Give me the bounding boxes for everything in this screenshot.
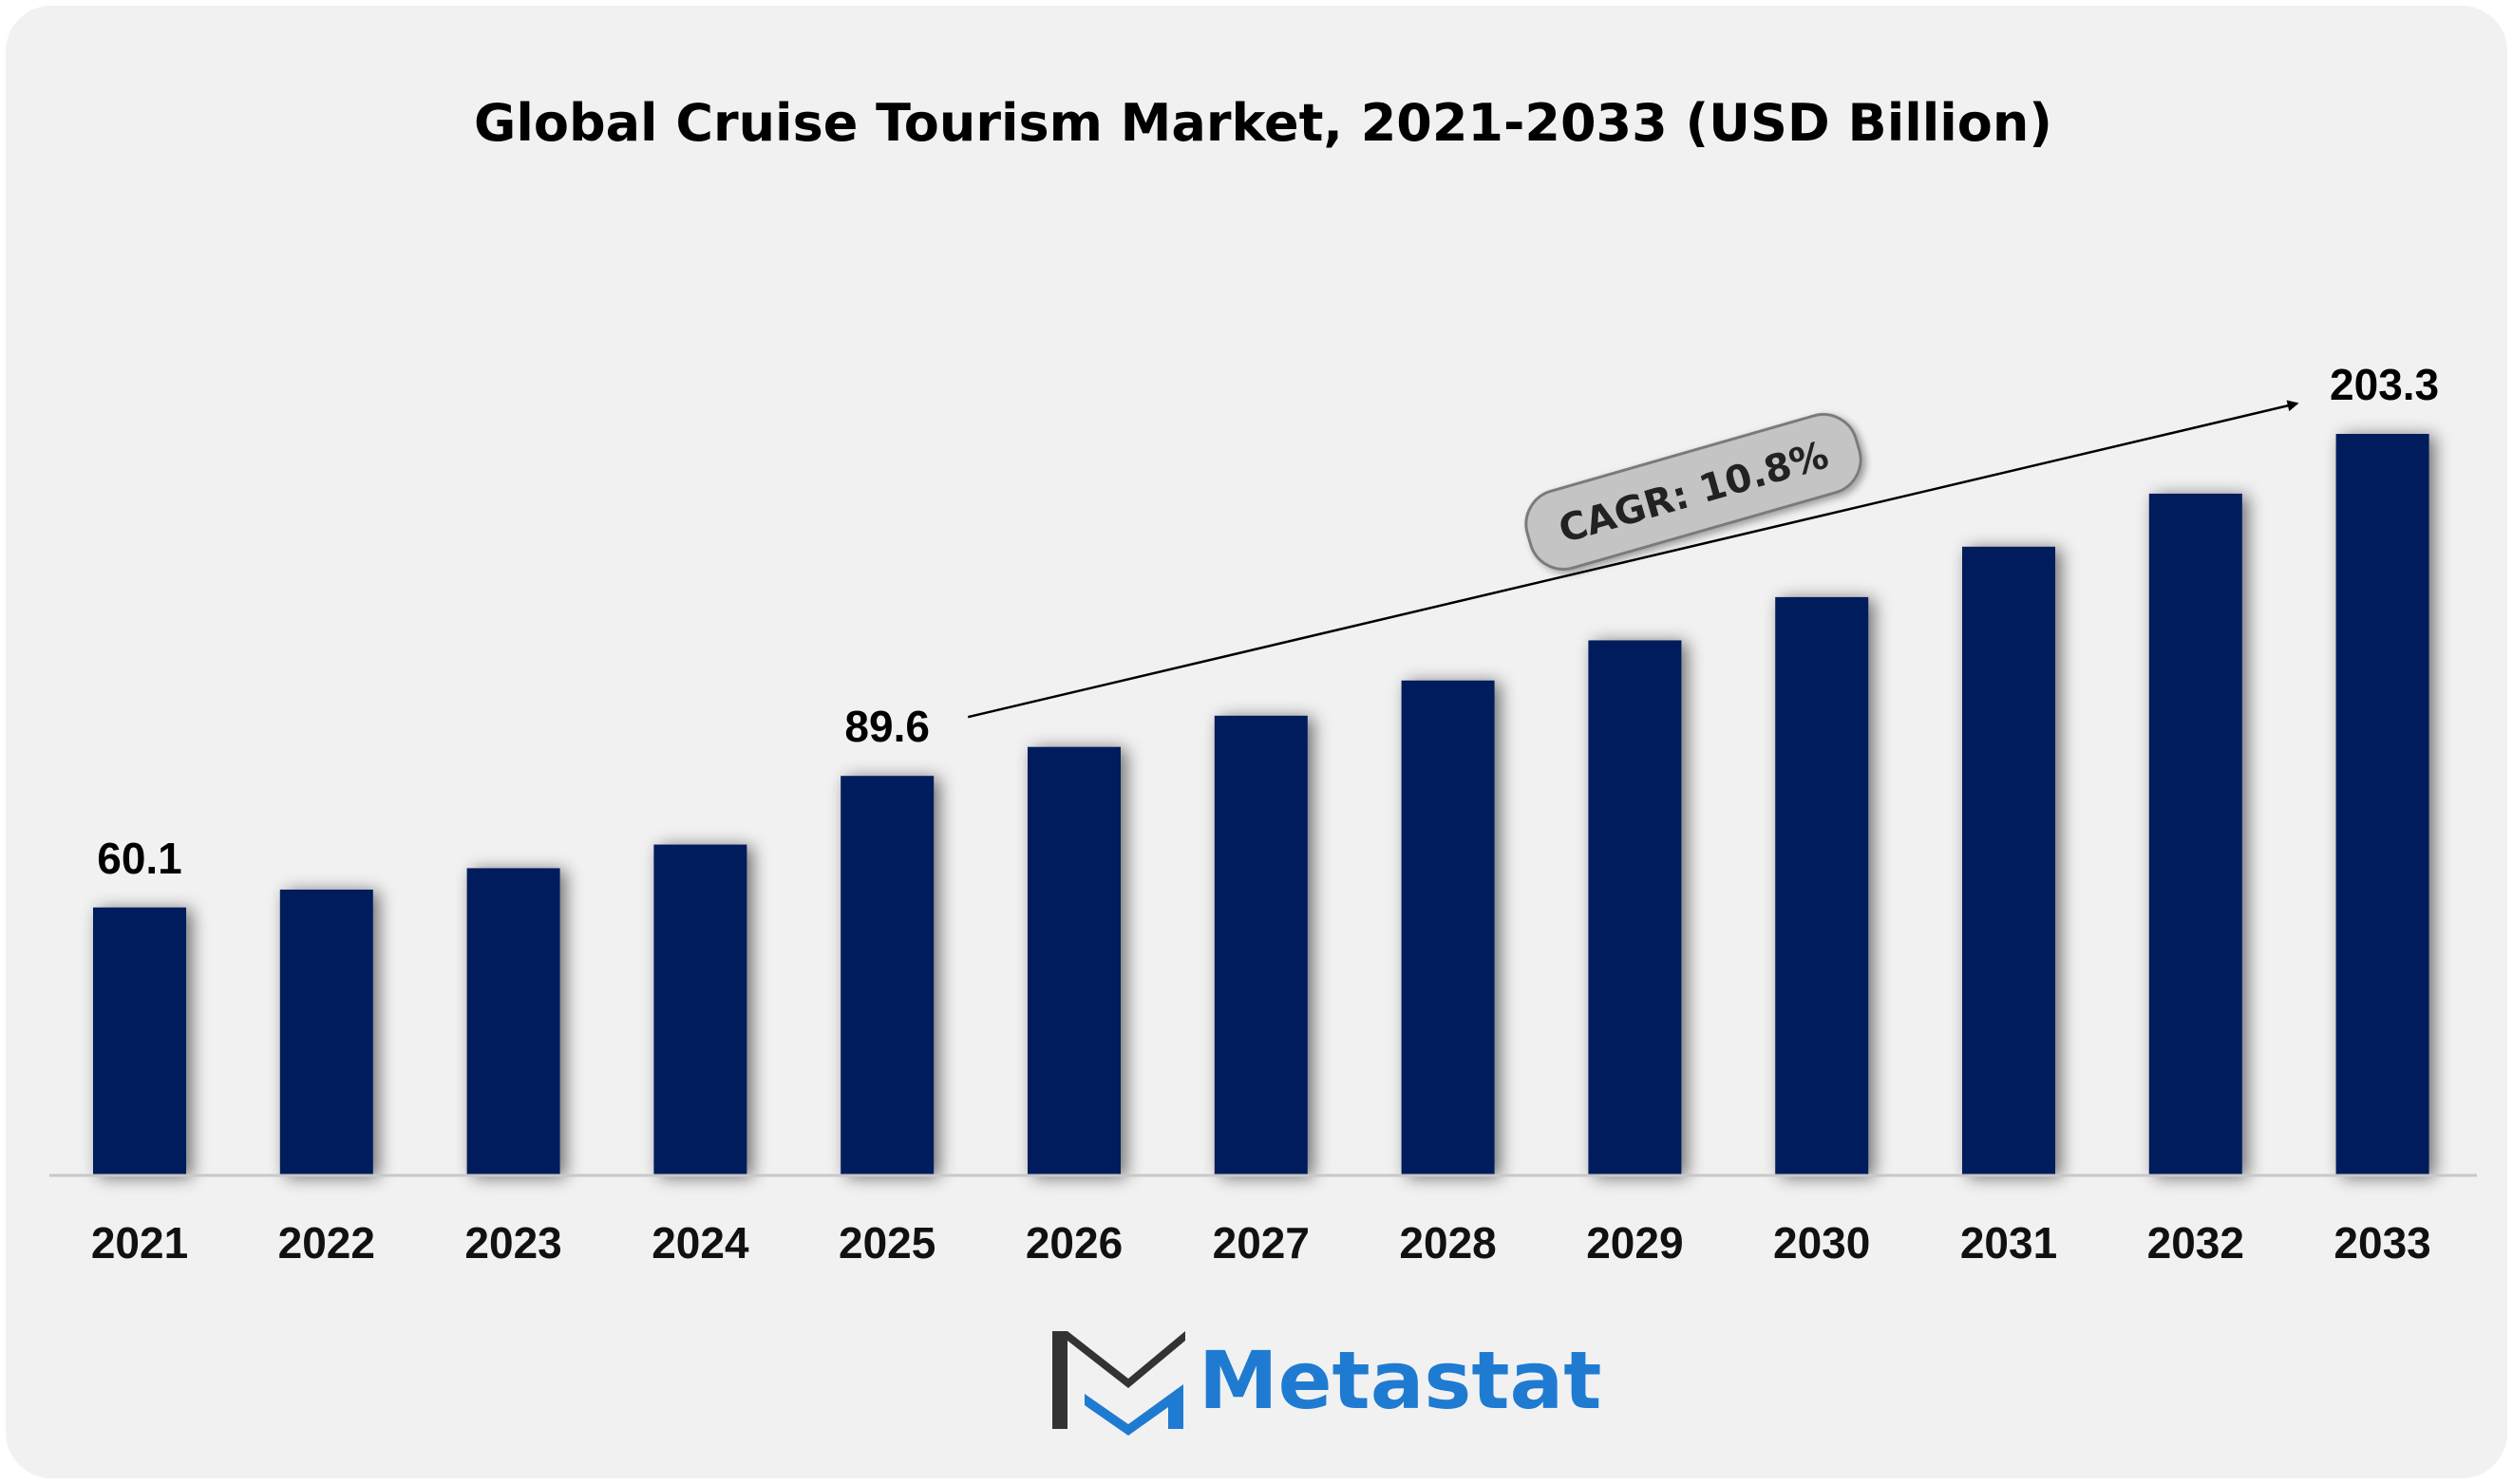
data-labels: 60.1 89.6 203.3 xyxy=(97,360,2439,883)
bar-2022 xyxy=(279,889,373,1175)
bars-group xyxy=(93,434,2429,1175)
x-tick-2026: 2026 xyxy=(1026,1218,1123,1268)
x-tick-2028: 2028 xyxy=(1399,1218,1496,1268)
bar-2023 xyxy=(466,868,560,1175)
bar-2029 xyxy=(1588,640,1682,1175)
data-label-2021: 60.1 xyxy=(97,834,182,883)
bar-2027 xyxy=(1214,715,1308,1175)
bar-2032 xyxy=(2148,493,2242,1175)
metastat-logo-mark xyxy=(1052,1331,1185,1436)
x-tick-2022: 2022 xyxy=(278,1218,375,1268)
metastat-logo: Metastat xyxy=(1052,1331,1601,1436)
bar-2025 xyxy=(841,776,935,1175)
bar-2021 xyxy=(93,907,186,1175)
chart-title: Global Cruise Tourism Market, 2021-2033 … xyxy=(474,93,2052,153)
bar-2031 xyxy=(1962,546,2055,1175)
x-tick-2029: 2029 xyxy=(1586,1218,1683,1268)
cagr-badge: CAGR: 10.8% xyxy=(1524,413,1862,571)
x-tick-2025: 2025 xyxy=(839,1218,935,1268)
x-tick-2031: 2031 xyxy=(1960,1218,2057,1268)
bar-2026 xyxy=(1028,746,1121,1175)
bar-2024 xyxy=(653,844,747,1175)
x-tick-labels: 2021 2022 2023 2024 2025 2026 2027 2028 2029 2030… xyxy=(91,1218,2431,1268)
bar-2028 xyxy=(1401,680,1495,1175)
data-label-2033: 203.3 xyxy=(2330,360,2439,409)
bar-2033 xyxy=(2335,434,2429,1175)
brand-name: Metastat xyxy=(1199,1334,1601,1427)
x-tick-2033: 2033 xyxy=(2334,1218,2430,1268)
x-tick-2032: 2032 xyxy=(2147,1218,2244,1268)
data-label-2025: 89.6 xyxy=(844,702,930,751)
x-tick-2030: 2030 xyxy=(1773,1218,1870,1268)
cagr-arrow xyxy=(967,400,2299,719)
x-tick-2023: 2023 xyxy=(464,1218,561,1268)
x-tick-2027: 2027 xyxy=(1213,1218,1310,1268)
x-tick-2021: 2021 xyxy=(91,1218,188,1268)
bar-2030 xyxy=(1775,596,1869,1175)
x-tick-2024: 2024 xyxy=(652,1218,749,1268)
